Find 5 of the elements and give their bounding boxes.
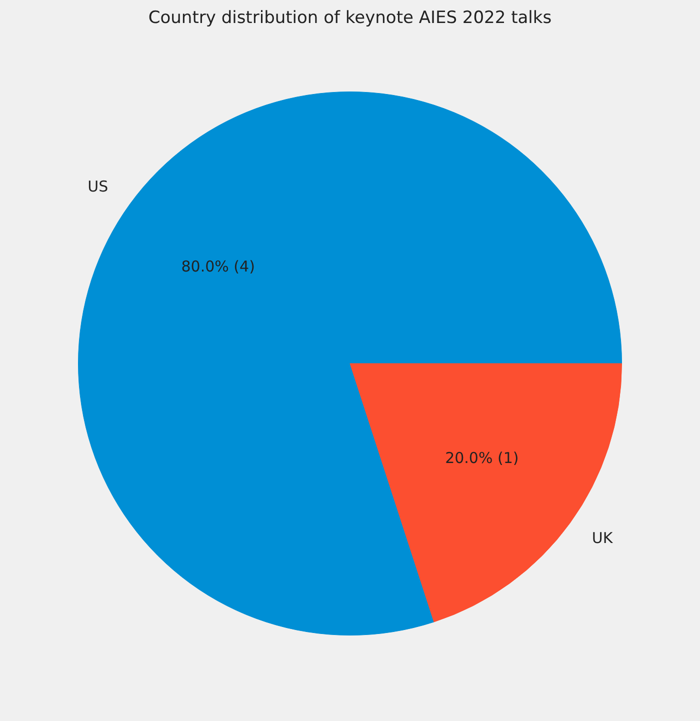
data-label: 20.0% (1) bbox=[445, 449, 519, 468]
data-label: 80.0% (4) bbox=[181, 258, 255, 276]
slice-label: US bbox=[88, 178, 108, 196]
slice-label: UK bbox=[592, 529, 614, 548]
chart-title: Country distribution of keynote AIES 2022 talks bbox=[147, 8, 553, 28]
